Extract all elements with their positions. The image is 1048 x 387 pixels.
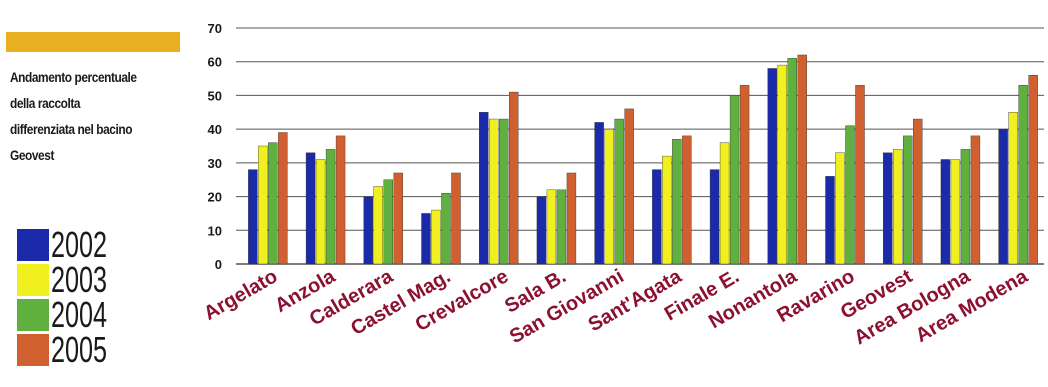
bar-2004-5	[556, 189, 567, 265]
bar-2005-6	[624, 108, 634, 265]
bar-2004-1	[325, 149, 336, 265]
bar-2004-0	[268, 142, 278, 265]
y-tick-label: 60	[208, 55, 222, 70]
bar-2003-0	[258, 145, 268, 265]
bar-2002-9	[767, 68, 777, 265]
bar-2003-12	[950, 159, 961, 265]
caption-line: differenziata nel bacino	[10, 121, 133, 137]
y-tick-label: 50	[208, 88, 222, 103]
bar-2002-0	[248, 169, 258, 265]
legend-label: 2004	[51, 293, 108, 335]
bar-2005-5	[566, 172, 577, 265]
bar-2005-9	[797, 54, 807, 265]
bar-2003-11	[893, 149, 903, 265]
bar-2003-1	[315, 159, 326, 265]
bar-2004-3	[441, 192, 451, 265]
bar-2003-3	[431, 209, 441, 265]
bar-2002-10	[825, 176, 835, 265]
bar-2005-10	[855, 85, 865, 265]
caption-line: della raccolta	[10, 95, 81, 111]
bar-2005-13	[1028, 74, 1038, 265]
accent-bar	[6, 32, 180, 52]
bar-2005-7	[682, 135, 692, 265]
bar-2004-10	[845, 125, 855, 265]
legend-item-2004: 2004	[17, 293, 131, 335]
legend: 2002 2003 2004 2005	[17, 223, 131, 370]
legend-label: 2002	[51, 223, 108, 265]
bar-2004-6	[614, 118, 624, 265]
bar-2002-13	[998, 128, 1008, 265]
bar-2005-1	[335, 135, 346, 265]
bar-2004-7	[672, 139, 682, 265]
bar-2004-2	[383, 179, 393, 265]
bar-2003-8	[719, 142, 730, 265]
category-label: Argelato	[200, 265, 281, 325]
legend-item-2005: 2005	[17, 328, 131, 370]
y-tick-label: 0	[215, 257, 222, 272]
bar-2003-5	[546, 189, 557, 265]
bar-2002-8	[709, 169, 720, 265]
bar-2005-0	[278, 132, 288, 265]
bar-2002-2	[363, 196, 373, 265]
bar-2002-11	[883, 152, 893, 265]
bar-2005-11	[913, 118, 923, 265]
bar-2004-9	[787, 58, 797, 265]
bar-2003-2	[373, 186, 383, 265]
bar-2002-3	[421, 213, 431, 265]
bar-2002-6	[594, 122, 604, 265]
legend-item-2003: 2003	[17, 258, 131, 300]
bar-2003-10	[835, 152, 845, 265]
y-tick-label: 10	[208, 223, 222, 238]
bar-2003-4	[489, 118, 499, 265]
y-tick-label: 70	[208, 21, 222, 36]
bar-2004-11	[903, 135, 913, 265]
bar-2002-12	[940, 159, 951, 265]
legend-swatch	[17, 333, 49, 366]
bar-2005-4	[509, 91, 519, 265]
legend-label: 2003	[51, 258, 108, 300]
bar-2002-4	[479, 112, 489, 265]
bar-2004-8	[729, 95, 740, 265]
chart-caption: Andamento percentuale della raccolta dif…	[10, 64, 180, 168]
bar-2004-13	[1018, 85, 1028, 265]
legend-label: 2005	[51, 328, 108, 370]
bar-2005-8	[739, 85, 750, 265]
caption-line: Geovest	[10, 147, 54, 163]
bar-2002-7	[652, 169, 662, 265]
bar-2002-5	[536, 196, 547, 265]
bar-2003-7	[662, 155, 672, 265]
caption-line: Andamento percentuale	[10, 69, 137, 85]
y-tick-label: 40	[208, 122, 222, 137]
bar-2002-1	[305, 152, 316, 265]
bar-2003-13	[1008, 112, 1018, 265]
bar-2004-4	[499, 118, 509, 265]
bar-2004-12	[960, 149, 971, 265]
bar-2003-6	[604, 128, 614, 265]
bar-2005-12	[970, 135, 981, 265]
y-tick-label: 30	[208, 156, 222, 171]
bar-2005-3	[451, 172, 461, 265]
bar-2003-9	[777, 64, 787, 265]
legend-item-2002: 2002	[17, 223, 131, 265]
bar-2005-2	[393, 172, 403, 265]
legend-swatch	[17, 228, 49, 261]
legend-swatch	[17, 298, 49, 331]
y-tick-label: 20	[208, 190, 222, 205]
legend-swatch	[17, 263, 49, 296]
